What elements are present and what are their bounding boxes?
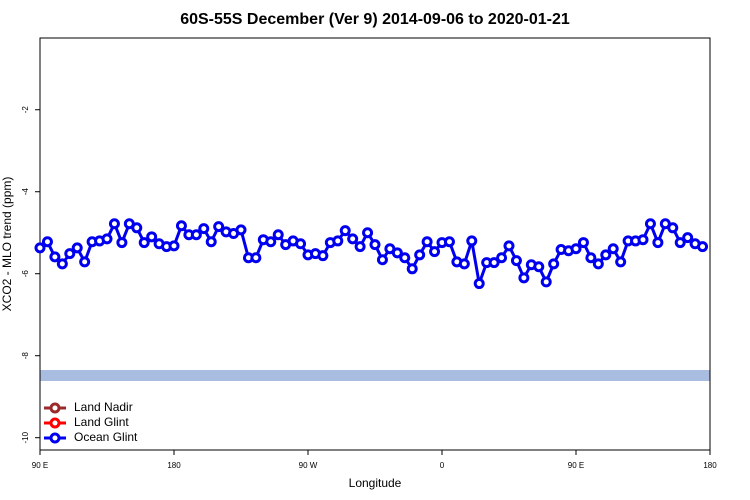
data-point	[71, 242, 83, 254]
data-point	[443, 236, 455, 248]
data-point	[585, 252, 597, 264]
data-point	[607, 243, 619, 255]
data-point	[339, 225, 351, 237]
data-point	[347, 233, 359, 245]
legend-marker	[49, 432, 61, 444]
data-point	[548, 258, 560, 270]
y-tick-label: -4	[21, 188, 30, 196]
data-point	[473, 278, 485, 290]
data-point	[652, 237, 664, 249]
data-point	[79, 256, 91, 268]
data-point	[272, 229, 284, 241]
legend-marker	[49, 402, 61, 414]
data-point	[458, 258, 470, 270]
data-point	[615, 256, 627, 268]
data-point	[637, 234, 649, 246]
data-point	[354, 241, 366, 253]
data-point	[600, 249, 612, 261]
data-point	[131, 222, 143, 234]
data-point	[64, 248, 76, 260]
coverage-band	[40, 370, 710, 381]
x-tick-label: 0	[440, 461, 445, 470]
data-point	[667, 222, 679, 234]
y-tick-label: -6	[21, 270, 30, 278]
data-point	[503, 240, 515, 252]
y-tick-label: -10	[21, 431, 30, 443]
y-axis-label: XCO2 - MLO trend (ppm)	[0, 177, 14, 312]
data-point	[295, 238, 307, 250]
data-point	[56, 258, 68, 270]
data-point	[466, 235, 478, 247]
data-point	[175, 220, 187, 232]
legend-label: Land Glint	[74, 415, 129, 429]
data-point	[496, 252, 508, 264]
x-tick-label: 90 E	[32, 461, 48, 470]
legend-label: Ocean Glint	[74, 430, 138, 444]
data-point	[697, 241, 709, 253]
data-point	[369, 239, 381, 251]
legend-marker	[49, 417, 61, 429]
data-point	[41, 236, 53, 248]
data-point	[108, 218, 120, 230]
data-point	[376, 254, 388, 266]
data-point	[138, 237, 150, 249]
chart-title: 60S-55S December (Ver 9) 2014-09-06 to 2…	[180, 11, 570, 28]
data-point	[674, 237, 686, 249]
data-point	[205, 236, 217, 248]
data-point	[190, 229, 202, 241]
data-point	[533, 261, 545, 273]
data-point	[391, 247, 403, 259]
data-point	[429, 246, 441, 258]
x-tick-label: 180	[167, 461, 181, 470]
data-point	[235, 224, 247, 236]
data-point	[570, 243, 582, 255]
data-point	[488, 257, 500, 269]
data-point	[540, 276, 552, 288]
y-tick-label: -8	[21, 352, 30, 360]
x-tick-label: 90 W	[299, 461, 318, 470]
legend-label: Land Nadir	[74, 400, 133, 414]
data-point	[317, 250, 329, 262]
data-point	[406, 263, 418, 275]
data-point	[421, 236, 433, 248]
data-point	[644, 218, 656, 230]
data-point	[414, 249, 426, 261]
data-point	[168, 240, 180, 252]
data-point	[592, 258, 604, 270]
data-point	[265, 236, 277, 248]
x-axis-label: Longitude	[349, 476, 402, 490]
data-point	[577, 237, 589, 249]
data-point	[332, 235, 344, 247]
data-point	[49, 251, 61, 263]
x-tick-label: 180	[703, 461, 717, 470]
data-point	[682, 232, 694, 244]
data-point	[146, 231, 158, 243]
data-point	[213, 221, 225, 233]
data-point	[250, 252, 262, 264]
data-point	[34, 242, 46, 254]
x-tick-label: 90 E	[568, 461, 584, 470]
data-point	[518, 272, 530, 284]
data-point	[510, 255, 522, 267]
data-point	[399, 252, 411, 264]
data-point	[198, 223, 210, 235]
data-point	[101, 233, 113, 245]
data-point	[116, 237, 128, 249]
data-point	[362, 227, 374, 239]
y-tick-label: -2	[21, 106, 30, 114]
